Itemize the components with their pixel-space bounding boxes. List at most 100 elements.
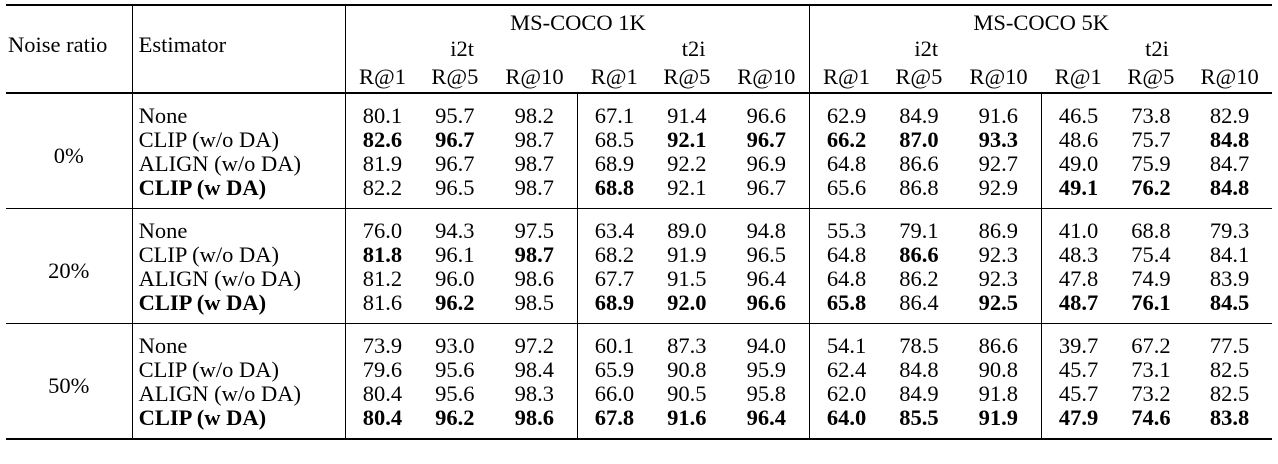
value-text: 94.8 xyxy=(746,217,786,243)
estimator-label: CLIP (w DA) xyxy=(138,404,267,430)
value-text: 74.9 xyxy=(1131,265,1171,291)
value-text: 79.3 xyxy=(1209,217,1250,243)
value-text: 68.8 xyxy=(594,174,635,200)
value-text: 92.5 xyxy=(978,289,1019,315)
value-cell: 96.4 xyxy=(723,404,810,440)
value-cell: 98.7 xyxy=(491,152,578,176)
value-text: 68.8 xyxy=(1131,217,1171,243)
value-cell: 91.9 xyxy=(651,243,724,267)
value-cell: 75.7 xyxy=(1115,128,1188,152)
results-table: MS-COCO 1K MS-COCO 5K Noise ratio Estima… xyxy=(6,4,1272,440)
metric-header: R@10 xyxy=(1187,60,1272,94)
value-cell: 76.1 xyxy=(1115,291,1188,324)
value-text: 96.2 xyxy=(435,404,475,430)
value-cell: 98.5 xyxy=(491,291,578,324)
value-cell: 68.2 xyxy=(577,243,651,267)
estimator-cell: ALIGN (w/o DA) xyxy=(131,267,346,291)
value-cell: 64.0 xyxy=(809,406,883,440)
value-cell: 80.4 xyxy=(345,382,419,406)
value-text: 75.9 xyxy=(1131,150,1171,176)
value-cell: 81.9 xyxy=(345,152,419,176)
value-text: 67.2 xyxy=(1131,332,1171,358)
value-cell: 64.8 xyxy=(809,267,883,291)
value-text: 98.2 xyxy=(514,102,554,128)
metric-header: R@10 xyxy=(491,60,578,94)
estimator-cell: ALIGN (w/o DA) xyxy=(131,152,346,176)
table-row: 0% None 80.1 95.7 98.2 67.1 91.4 96.6 62.9 84.9 91… xyxy=(6,93,1272,166)
value-cell: 84.8 xyxy=(1187,176,1272,209)
value-cell: 98.7 xyxy=(491,128,578,152)
value-text: 84.5 xyxy=(1209,289,1250,315)
value-cell: 82.6 xyxy=(345,128,419,152)
value-text: 76.1 xyxy=(1131,289,1171,315)
estimator-label: None xyxy=(138,217,188,243)
value-cell: 68.5 xyxy=(577,128,651,152)
value-cell: 93.3 xyxy=(955,128,1042,152)
value-cell: 96.6 xyxy=(723,291,810,324)
value-text: 75.7 xyxy=(1131,126,1171,152)
value-cell: 45.7 xyxy=(1041,380,1115,406)
value-text: 73.8 xyxy=(1131,102,1171,128)
value-text: 79.1 xyxy=(899,217,939,243)
value-cell: 98.2 xyxy=(491,93,578,128)
value-cell: 98.4 xyxy=(491,358,578,382)
value-cell: 82.2 xyxy=(345,176,419,209)
value-text: 96.2 xyxy=(435,289,475,315)
table-row: CLIP (w DA) 82.2 96.5 98.7 68.8 92.1 96.7 65.6 8… xyxy=(6,176,1272,209)
value-text: 96.6 xyxy=(746,102,786,128)
value-text: 98.7 xyxy=(514,241,554,267)
value-text: 91.6 xyxy=(978,102,1019,128)
value-cell: 73.8 xyxy=(1115,93,1188,128)
value-text: 87.3 xyxy=(667,332,707,358)
value-text: 48.3 xyxy=(1058,241,1099,267)
value-cell: 73.9 xyxy=(345,323,419,358)
estimator-label: CLIP (w DA) xyxy=(138,289,267,315)
value-cell: 92.0 xyxy=(651,291,724,324)
value-cell: 41.0 xyxy=(1041,208,1115,243)
value-cell: 96.1 xyxy=(419,243,492,267)
value-cell: 86.9 xyxy=(955,208,1042,243)
estimator-cell: CLIP (w/o DA) xyxy=(131,358,346,382)
value-text: 83.8 xyxy=(1209,404,1250,430)
value-text: 64.8 xyxy=(826,241,867,267)
value-cell: 90.8 xyxy=(955,358,1042,382)
value-text: 86.6 xyxy=(899,241,939,267)
direction-header-1k-t2i: t2i xyxy=(681,35,706,61)
estimator-cell: CLIP (w DA) xyxy=(131,289,346,324)
value-cell: 65.8 xyxy=(809,291,883,324)
value-cell: 92.5 xyxy=(955,291,1042,324)
value-text: 45.7 xyxy=(1058,380,1099,406)
value-text: 80.1 xyxy=(362,102,403,128)
noise-ratio-header: Noise ratio xyxy=(8,32,108,57)
table-body: 0% None 80.1 95.7 98.2 67.1 91.4 96.6 62.9 84.9 91… xyxy=(6,93,1272,440)
value-text: 86.6 xyxy=(899,150,939,176)
noise-ratio-cell: 0% xyxy=(53,142,84,168)
value-cell: 96.5 xyxy=(723,243,810,267)
value-text: 84.1 xyxy=(1209,241,1250,267)
value-text: 76.0 xyxy=(362,217,403,243)
value-cell: 92.1 xyxy=(651,128,724,152)
direction-header-5k-i2t: i2t xyxy=(809,34,1042,60)
value-text: 95.9 xyxy=(746,356,786,382)
value-text: 84.9 xyxy=(899,102,939,128)
value-cell: 82.5 xyxy=(1187,382,1272,406)
value-text: 98.5 xyxy=(514,289,554,315)
value-cell: 92.9 xyxy=(955,176,1042,209)
value-text: 96.7 xyxy=(746,126,786,152)
value-text: 91.8 xyxy=(978,380,1019,406)
value-text: 92.3 xyxy=(978,265,1019,291)
value-text: 46.5 xyxy=(1058,102,1099,128)
value-text: 65.6 xyxy=(826,174,867,200)
value-cell: 46.5 xyxy=(1041,93,1115,128)
value-cell: 45.7 xyxy=(1041,358,1115,382)
value-cell: 82.9 xyxy=(1187,93,1272,128)
value-cell: 92.7 xyxy=(955,152,1042,176)
table-row: ALIGN (w/o DA) 81.2 96.0 98.6 67.7 91.5 96.4 64… xyxy=(6,267,1272,291)
direction-header-5k-t2i: t2i xyxy=(1145,35,1169,61)
value-cell: 98.7 xyxy=(491,243,578,267)
value-cell: 96.5 xyxy=(419,176,492,209)
value-text: 96.4 xyxy=(746,404,786,430)
value-cell: 85.5 xyxy=(882,406,956,440)
value-text: 96.4 xyxy=(746,265,786,291)
